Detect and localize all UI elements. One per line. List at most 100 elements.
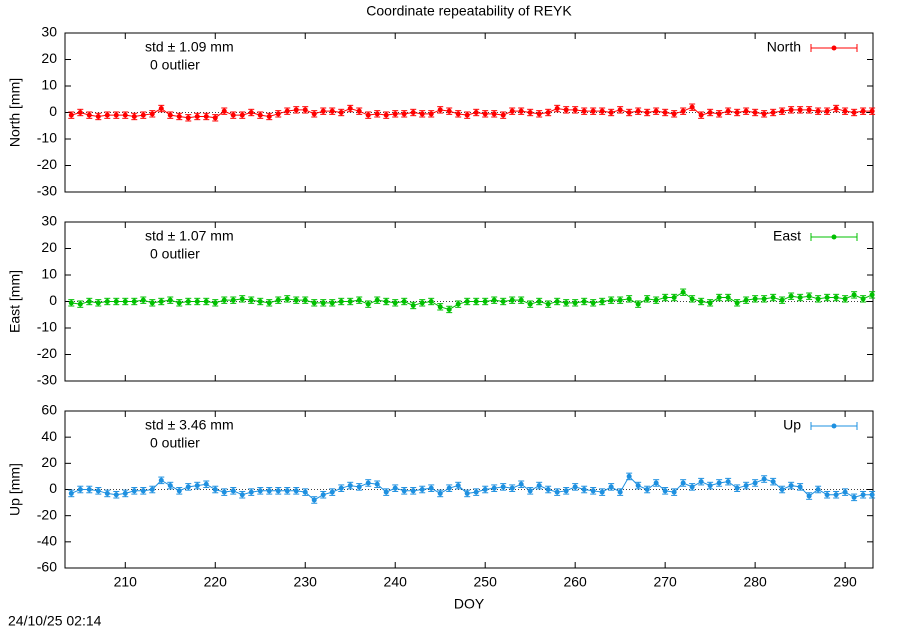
data-point (338, 485, 344, 491)
data-point (815, 487, 821, 492)
data-point (194, 483, 200, 489)
data-point (428, 111, 434, 117)
data-point (869, 108, 875, 114)
data-point (122, 299, 128, 304)
data-point (779, 297, 785, 303)
data-point (347, 299, 353, 304)
data-point (608, 484, 614, 490)
y-tick-label: -10 (37, 319, 57, 335)
data-point (329, 489, 335, 495)
data-point (428, 485, 434, 491)
data-point (275, 488, 281, 494)
data-point (113, 299, 119, 304)
data-point (185, 299, 191, 304)
data-point (689, 104, 695, 110)
chart-title: Coordinate repeatability of REYK (366, 3, 572, 19)
data-point (563, 488, 569, 494)
data-point (68, 490, 74, 496)
y-tick-label: 10 (41, 266, 57, 282)
data-point (761, 476, 767, 482)
data-point (662, 295, 668, 301)
data-point (464, 490, 470, 496)
y-tick-label: -20 (37, 345, 57, 361)
data-point (527, 488, 533, 494)
data-point (365, 480, 371, 486)
data-point (266, 113, 272, 119)
data-point (446, 108, 452, 114)
data-point (626, 296, 632, 302)
data-point (779, 487, 785, 492)
data-point (293, 297, 299, 303)
data-point (140, 112, 146, 118)
data-point (545, 301, 551, 307)
data-point (104, 112, 110, 118)
data-point (626, 110, 632, 115)
data-point (95, 113, 101, 119)
data-point (257, 488, 263, 494)
data-point (230, 297, 236, 303)
data-point (581, 487, 587, 492)
data-point (761, 111, 767, 117)
data-point (599, 108, 605, 114)
data-point (356, 297, 362, 303)
data-point (662, 110, 668, 115)
x-tick-label: 260 (563, 574, 587, 590)
y-axis-label: Up [mm] (7, 463, 23, 516)
data-point (248, 110, 254, 115)
data-point (689, 296, 695, 302)
data-point (536, 299, 542, 304)
y-tick-label: 20 (41, 50, 57, 66)
y-tick-label: 10 (41, 77, 57, 93)
data-point (698, 299, 704, 304)
data-point (833, 295, 839, 301)
x-tick-label: 230 (294, 574, 318, 590)
data-point (77, 110, 83, 115)
data-point (851, 110, 857, 115)
timestamp: 24/10/25 02:14 (8, 613, 102, 629)
x-tick-label: 290 (833, 574, 857, 590)
x-tick-label: 280 (743, 574, 767, 590)
data-point (491, 111, 497, 117)
data-point (275, 297, 281, 303)
y-tick-label: -20 (37, 156, 57, 172)
data-point (212, 487, 218, 492)
data-point (419, 111, 425, 117)
data-point (734, 300, 740, 306)
data-point (437, 107, 443, 113)
data-point (266, 488, 272, 494)
data-point (248, 297, 254, 303)
data-point (716, 480, 722, 486)
legend-marker (831, 234, 837, 240)
data-point (671, 111, 677, 117)
y-tick-label: 20 (41, 239, 57, 255)
y-tick-label: 60 (41, 402, 57, 418)
data-point (401, 111, 407, 117)
data-point (563, 300, 569, 306)
data-point (311, 300, 317, 306)
data-point (743, 108, 749, 114)
data-point (518, 297, 524, 303)
data-point (833, 492, 839, 498)
data-point (563, 107, 569, 113)
data-point (797, 107, 803, 113)
data-point (815, 108, 821, 114)
data-point (347, 483, 353, 489)
data-point (302, 297, 308, 303)
data-point (635, 108, 641, 114)
data-point (824, 295, 830, 301)
data-point (653, 297, 659, 303)
data-point (356, 108, 362, 114)
data-point (473, 489, 479, 495)
data-point (788, 107, 794, 113)
data-point (302, 107, 308, 113)
data-point (689, 484, 695, 490)
y-tick-label: 0 (49, 292, 57, 308)
data-point (176, 300, 182, 306)
data-point (599, 299, 605, 304)
data-point (680, 480, 686, 486)
y-axis-label: North [mm] (7, 78, 23, 147)
data-point (464, 299, 470, 304)
data-point (833, 106, 839, 112)
data-point (455, 111, 461, 117)
data-point (842, 108, 848, 114)
